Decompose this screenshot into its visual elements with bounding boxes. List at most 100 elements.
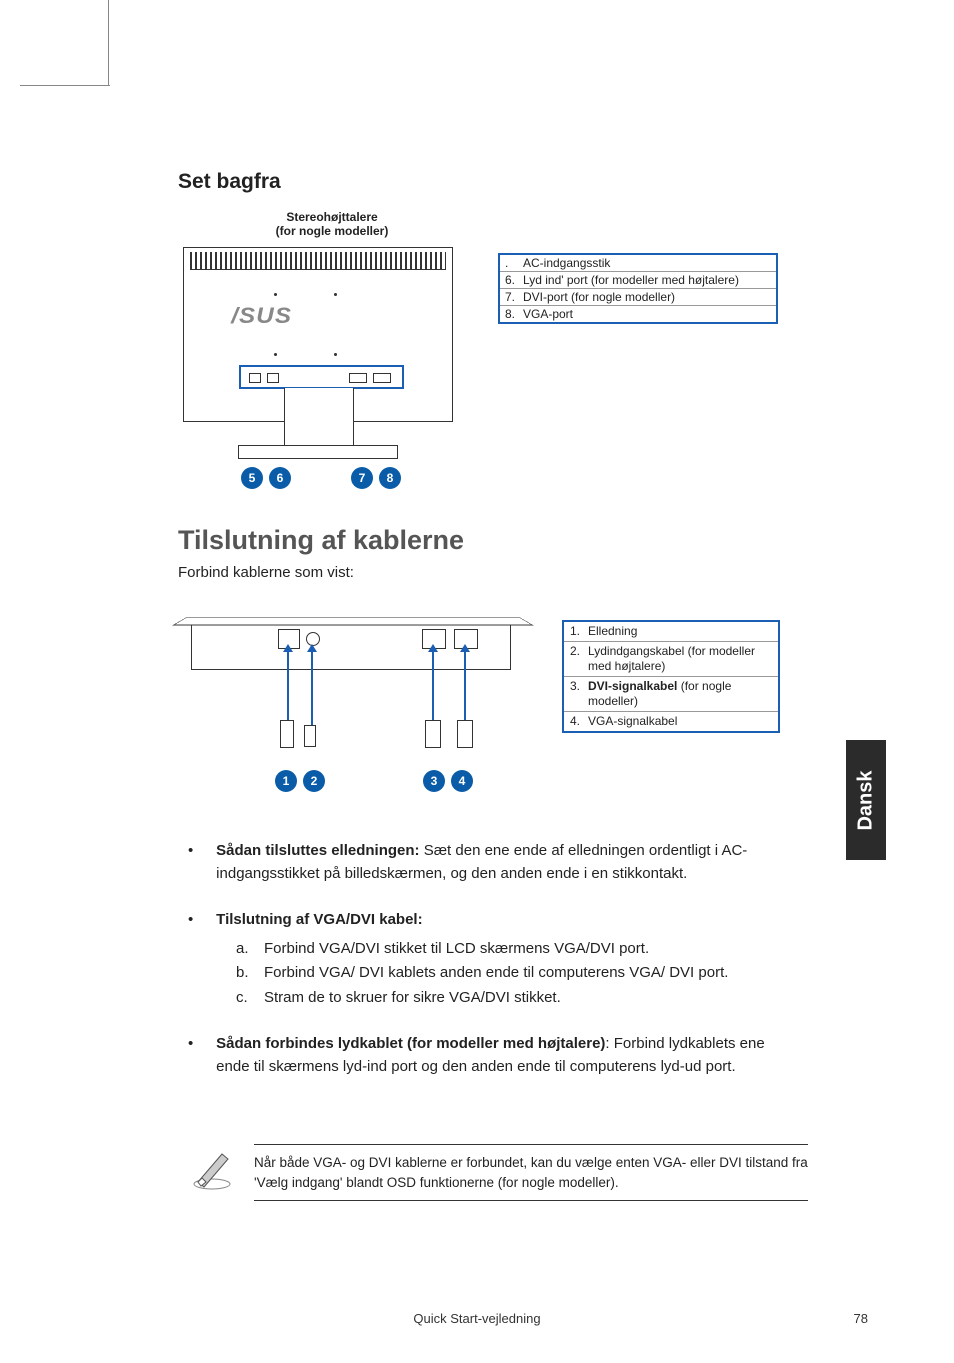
sub-item: c.Stram de to skruer for sikre VGA/DVI s… xyxy=(236,987,808,1010)
row-text: Elledning xyxy=(588,624,637,639)
row-num: 4. xyxy=(570,714,584,729)
sub-text: Stram de to skruer for sikre VGA/DVI sti… xyxy=(264,989,561,1006)
bullet-body: Sådan forbindes lydkablet (for modeller … xyxy=(216,1033,796,1078)
table-row: 3. DVI-signalkabel (for nogle modeller) xyxy=(564,677,778,712)
list-item: • Sådan forbindes lydkablet (for modelle… xyxy=(188,1033,808,1078)
cable-callout-group-right: 3 4 xyxy=(423,770,473,792)
row-num: 1. xyxy=(570,624,584,639)
table-row: 7. DVI-port (for nogle modeller) xyxy=(500,289,776,306)
crop-mark-left xyxy=(108,0,109,86)
table-row: 4. VGA-signalkabel xyxy=(564,712,778,731)
sub-item: a.Forbind VGA/DVI stikket til LCD skærme… xyxy=(236,938,808,961)
table-row: 2. Lydindgangskabel (for modeller med hø… xyxy=(564,642,778,677)
row-bold: DVI-signalkabel xyxy=(588,679,677,693)
cable-legend-table: 1. Elledning 2. Lydindgangskabel (for mo… xyxy=(562,620,780,733)
port-ac xyxy=(249,373,261,383)
table-row: 1. Elledning xyxy=(564,622,778,642)
port-legend-table: . AC-indgangsstik 6. Lyd ind' port (for … xyxy=(498,253,778,324)
cable-callout-group-left: 1 2 xyxy=(275,770,325,792)
callout-5: 5 xyxy=(241,467,263,489)
rear-diagram: /SUS 5 6 7 8 xyxy=(183,247,453,507)
row-num: 3. xyxy=(570,679,584,709)
bullet-bold: Sådan forbindes lydkablet (for modeller … xyxy=(216,1035,605,1052)
port-panel-highlight xyxy=(239,365,404,389)
callout-group-right: 7 8 xyxy=(351,467,401,489)
row-text: DVI-signalkabel (for nogle modeller) xyxy=(588,679,772,709)
row-text: DVI-port (for nogle modeller) xyxy=(523,290,675,304)
asus-logo: /SUS xyxy=(231,303,292,329)
connecting-subtext: Forbind kablerne som vist: xyxy=(178,564,818,581)
vesa-hole xyxy=(334,353,337,356)
note-text: Når både VGA- og DVI kablerne er forbund… xyxy=(254,1144,808,1201)
port-vga xyxy=(373,373,391,383)
content-area: Set bagfra xyxy=(178,170,818,208)
instruction-list: • Sådan tilsluttes elledningen: Sæt den … xyxy=(188,840,808,1102)
note-box: Når både VGA- og DVI kablerne er forbund… xyxy=(188,1144,808,1201)
callout-1: 1 xyxy=(275,770,297,792)
bullet-body: Sådan tilsluttes elledningen: Sæt den en… xyxy=(216,840,796,885)
heading-connecting: Tilslutning af kablerne xyxy=(178,525,818,556)
table-row: 6. Lyd ind' port (for modeller med højta… xyxy=(500,272,776,289)
pencil-note-icon xyxy=(188,1144,236,1192)
row-text: Lydindgangskabel (for modeller med højta… xyxy=(588,644,772,674)
row-num: 7. xyxy=(505,290,519,304)
row-text: AC-indgangsstik xyxy=(523,256,610,270)
row-num: . xyxy=(505,256,519,270)
sub-letter: a. xyxy=(236,938,264,961)
stand-base xyxy=(238,445,398,459)
footer-title: Quick Start-vejledning xyxy=(0,1311,954,1326)
plug-icon xyxy=(425,720,441,748)
sub-text: Forbind VGA/DVI stikket til LCD skærmens… xyxy=(264,940,649,957)
row-num: 2. xyxy=(570,644,584,674)
sub-item: b.Forbind VGA/ DVI kablets anden ende ti… xyxy=(236,962,808,985)
sub-text: Forbind VGA/ DVI kablets anden ende til … xyxy=(264,964,728,981)
language-tab: Dansk xyxy=(846,740,886,860)
callout-6: 6 xyxy=(269,467,291,489)
vesa-hole xyxy=(274,293,277,296)
bullet-body: Tilslutning af VGA/DVI kabel: xyxy=(216,909,796,932)
speaker-grill xyxy=(190,252,446,270)
stand-neck xyxy=(284,388,354,448)
callout-group-left: 5 6 xyxy=(241,467,291,489)
port-dvi xyxy=(349,373,367,383)
speaker-label-line2: (for nogle modeller) xyxy=(262,224,402,238)
speaker-label: Stereohøjttalere (for nogle modeller) xyxy=(262,210,402,238)
row-text: Lyd ind' port (for modeller med højtaler… xyxy=(523,273,739,287)
row-text: VGA-port xyxy=(523,307,573,321)
vesa-hole xyxy=(274,353,277,356)
page-number: 78 xyxy=(854,1311,868,1326)
monitor-back: /SUS xyxy=(183,247,453,422)
crop-mark-top xyxy=(20,85,110,86)
sub-list: a.Forbind VGA/DVI stikket til LCD skærme… xyxy=(236,938,808,1010)
vesa-hole xyxy=(334,293,337,296)
plug-icon xyxy=(304,725,316,747)
table-row: . AC-indgangsstik xyxy=(500,255,776,272)
plug-icon xyxy=(457,720,473,748)
sub-letter: c. xyxy=(236,987,264,1010)
bullet-bold: Sådan tilsluttes elledningen: xyxy=(216,842,419,859)
callout-7: 7 xyxy=(351,467,373,489)
plug-icon xyxy=(280,720,294,748)
bullet-dot: • xyxy=(188,909,212,932)
callout-3: 3 xyxy=(423,770,445,792)
port-audio xyxy=(267,373,279,383)
section-connecting: Tilslutning af kablerne Forbind kablerne… xyxy=(178,515,818,599)
page: Set bagfra Stereohøjttalere (for nogle m… xyxy=(0,0,954,1363)
list-item: • Sådan tilsluttes elledningen: Sæt den … xyxy=(188,840,808,885)
bullet-bold: Tilslutning af VGA/DVI kabel: xyxy=(216,911,422,928)
cable-diagram: 1 2 3 4 xyxy=(191,620,531,800)
bullet-dot: • xyxy=(188,1033,212,1056)
row-num: 8. xyxy=(505,307,519,321)
speaker-label-line1: Stereohøjttalere xyxy=(262,210,402,224)
sub-letter: b. xyxy=(236,962,264,985)
bullet-dot: • xyxy=(188,840,212,863)
callout-8: 8 xyxy=(379,467,401,489)
heading-rear-view: Set bagfra xyxy=(178,170,818,194)
language-tab-label: Dansk xyxy=(855,770,878,830)
row-num: 6. xyxy=(505,273,519,287)
callout-2: 2 xyxy=(303,770,325,792)
callout-4: 4 xyxy=(451,770,473,792)
table-row: 8. VGA-port xyxy=(500,306,776,322)
row-text: VGA-signalkabel xyxy=(588,714,677,729)
list-item: • Tilslutning af VGA/DVI kabel: a.Forbin… xyxy=(188,909,808,1009)
